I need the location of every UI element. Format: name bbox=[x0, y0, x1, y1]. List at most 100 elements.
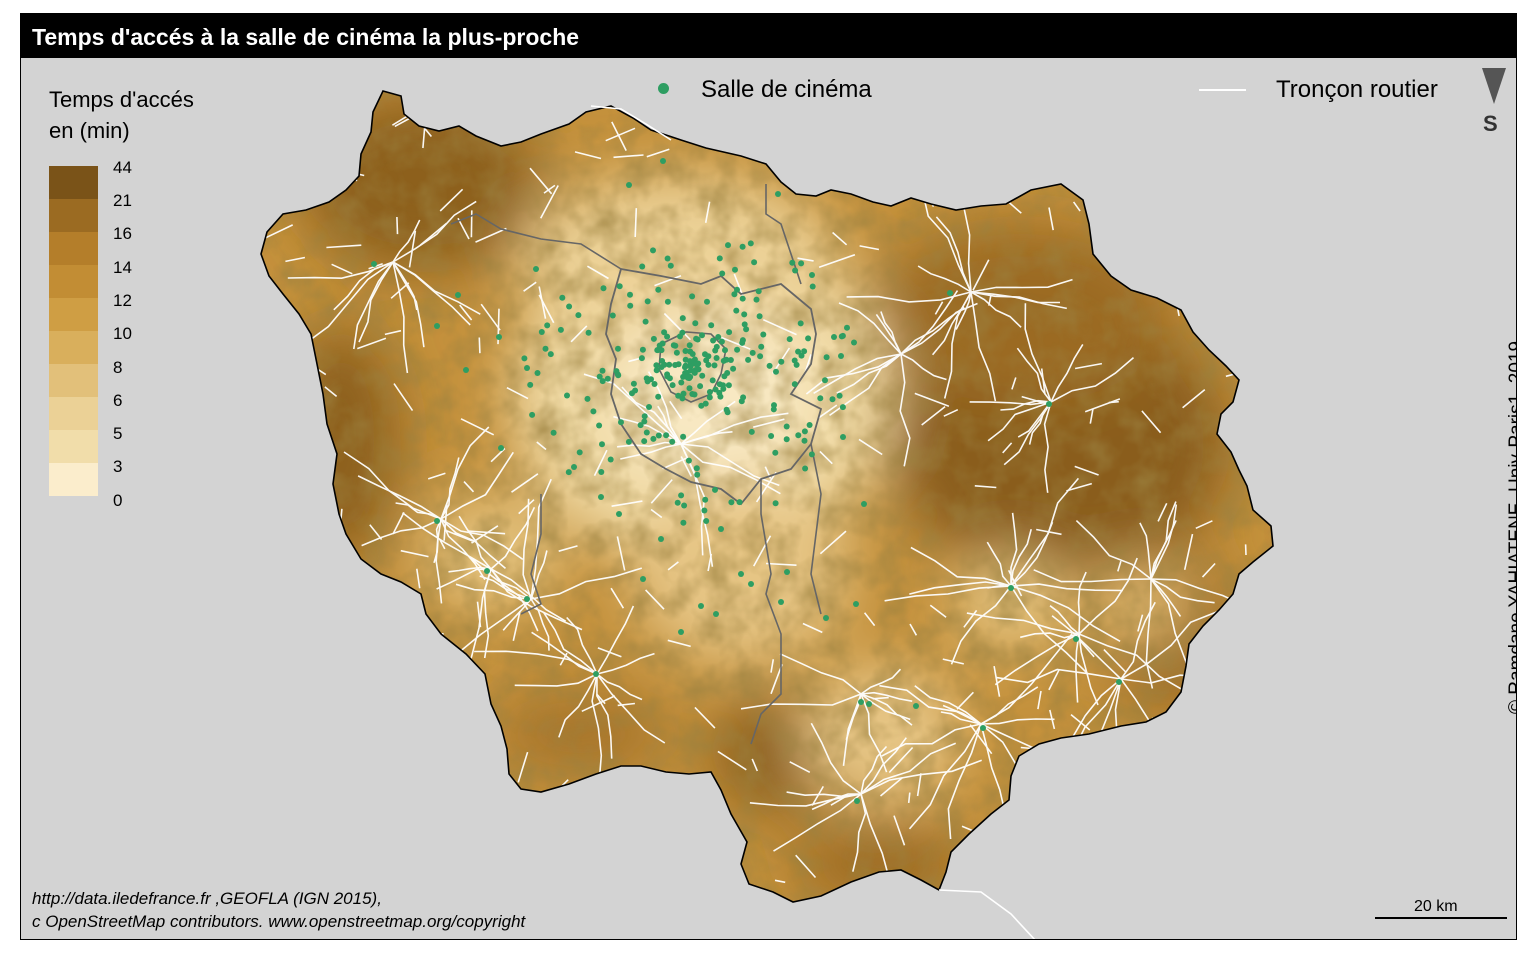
road-segment bbox=[1155, 722, 1166, 741]
cinema-point bbox=[600, 285, 607, 292]
department-borders bbox=[450, 184, 822, 745]
road-segment bbox=[530, 567, 643, 600]
cinema-point bbox=[806, 422, 813, 428]
road-segment bbox=[408, 230, 417, 268]
cinema-point bbox=[455, 292, 461, 298]
cinema-point bbox=[739, 243, 746, 250]
cinema-point bbox=[629, 390, 635, 397]
road-segment bbox=[440, 451, 514, 520]
cinema-point bbox=[593, 671, 599, 677]
road-segment bbox=[1024, 303, 1052, 403]
road-segment bbox=[476, 601, 482, 628]
road-segment bbox=[406, 691, 425, 725]
cinema-point bbox=[725, 242, 731, 249]
road-segment bbox=[474, 650, 598, 675]
road-segment bbox=[551, 873, 582, 882]
road-segment bbox=[1226, 683, 1231, 717]
north-arrow-label: S bbox=[1483, 111, 1498, 136]
cinema-point bbox=[705, 361, 712, 368]
cinema-point bbox=[738, 571, 744, 577]
road-segment bbox=[890, 129, 893, 152]
road-segment bbox=[392, 219, 421, 263]
legend-swatch-9 bbox=[49, 430, 98, 463]
cinema-legend-dot bbox=[658, 83, 669, 94]
cinema-point bbox=[618, 419, 624, 426]
cinema-point bbox=[771, 402, 777, 409]
cinema-point bbox=[706, 389, 713, 395]
cinema-point bbox=[641, 438, 648, 445]
road-segment bbox=[316, 589, 341, 606]
road-segment bbox=[910, 546, 1012, 587]
cinema-point bbox=[702, 496, 709, 503]
road-segment bbox=[394, 116, 412, 128]
road-segment bbox=[1129, 168, 1136, 192]
cinema-point bbox=[655, 432, 662, 439]
road-segment bbox=[1050, 343, 1084, 403]
road-segment bbox=[650, 508, 663, 519]
cinema-point bbox=[596, 373, 603, 380]
road-segment bbox=[479, 575, 532, 600]
road-segment bbox=[991, 847, 1006, 868]
road-segment bbox=[460, 418, 495, 436]
road-segment bbox=[352, 610, 382, 633]
cinema-point bbox=[740, 394, 747, 401]
road-segment bbox=[446, 529, 473, 542]
road-segment bbox=[1078, 633, 1099, 706]
road-segment bbox=[909, 581, 1012, 595]
cinema-point bbox=[703, 518, 710, 524]
road-segment bbox=[650, 479, 673, 504]
road-segment bbox=[980, 723, 1006, 812]
cinema-point bbox=[913, 703, 919, 709]
road-segment bbox=[1075, 520, 1152, 580]
cinema-point bbox=[664, 333, 671, 340]
cinema-point bbox=[496, 334, 502, 340]
cinema-point bbox=[575, 312, 582, 319]
road-segment bbox=[980, 718, 1055, 725]
cinema-point bbox=[716, 255, 723, 262]
cinema-point bbox=[524, 596, 530, 602]
road-segment bbox=[1081, 177, 1104, 197]
cinema-point bbox=[783, 423, 790, 430]
road-segment bbox=[994, 633, 1080, 686]
cinema-point bbox=[641, 413, 648, 420]
legend-swatch-7 bbox=[49, 364, 98, 397]
cinema-point bbox=[724, 370, 731, 376]
cinema-point bbox=[655, 286, 662, 293]
map-frame: Temps d'accés à la salle de cinéma la pl… bbox=[20, 13, 1517, 940]
road-segment bbox=[596, 652, 655, 675]
cinema-point bbox=[710, 337, 717, 344]
road-segment bbox=[752, 535, 772, 567]
cinema-point bbox=[667, 262, 674, 269]
road-segment bbox=[852, 793, 867, 872]
road-segment bbox=[530, 478, 552, 600]
road-segment bbox=[1183, 533, 1194, 570]
road-segment bbox=[955, 291, 972, 330]
road-segment bbox=[1011, 377, 1017, 390]
cinema-point bbox=[682, 348, 689, 354]
road-segment bbox=[810, 722, 862, 795]
road-segment bbox=[324, 664, 335, 679]
cinema-point bbox=[778, 358, 785, 365]
cinema-point bbox=[789, 259, 796, 266]
road-segment bbox=[367, 777, 378, 794]
road-segment bbox=[1103, 649, 1127, 673]
road-segment bbox=[1066, 482, 1093, 492]
cinema-point bbox=[598, 469, 605, 475]
road-segment bbox=[778, 126, 798, 137]
cinema-point bbox=[651, 381, 658, 387]
road-segment bbox=[294, 136, 304, 154]
cinema-point bbox=[672, 342, 679, 349]
road-segment bbox=[753, 418, 785, 428]
road-segment bbox=[774, 879, 786, 884]
scale-label: 20 km bbox=[1414, 898, 1458, 915]
road-segment bbox=[935, 216, 972, 293]
road-segment bbox=[536, 441, 547, 451]
road-segment bbox=[1150, 578, 1215, 604]
cinema-point bbox=[529, 411, 536, 418]
cinema-legend-label: Salle de cinéma bbox=[701, 76, 872, 103]
cinema-point bbox=[798, 352, 805, 359]
cinema-point bbox=[699, 332, 705, 339]
road-segment bbox=[860, 691, 913, 702]
legend-title-line2: en (min) bbox=[49, 118, 130, 143]
cinema-point bbox=[766, 362, 773, 369]
